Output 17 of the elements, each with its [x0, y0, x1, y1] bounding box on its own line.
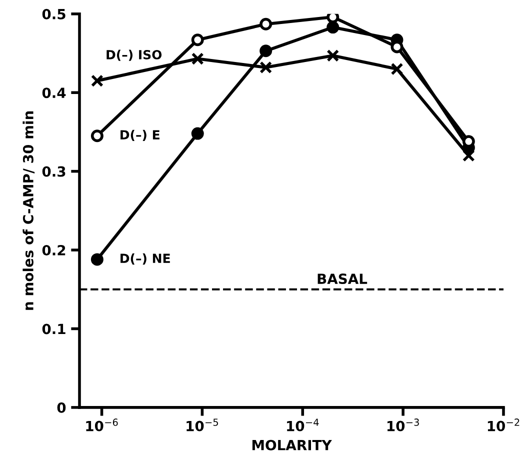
y-tick-label: 0.3 [42, 166, 66, 177]
x-axis-title: MOLARITY [252, 440, 332, 450]
y-tick-label: 0.4 [42, 88, 66, 98]
y-tick-label: 0 [57, 402, 66, 413]
x-tick-label: 10$^{−3}$ [387, 418, 419, 432]
ref-line-label: BASAL [318, 274, 368, 284]
series-label: D(–) NE [120, 253, 170, 265]
x-tick-label: 10$^{−4}$ [287, 418, 319, 432]
x-tick-label: 10$^{−5}$ [186, 418, 218, 432]
series-label: D(–) ISO [106, 50, 162, 61]
x-tick-label: 10$^{−2}$ [488, 418, 520, 432]
x-tick-label: 10$^{−6}$ [86, 418, 118, 432]
y-tick-label: 0.2 [42, 244, 66, 256]
y-axis-title: n moles of C-AMP/ 30 min [22, 111, 35, 310]
y-tick-label: 0.5 [42, 8, 66, 20]
y-tick-label: 0.1 [42, 324, 66, 334]
series-label: D(–) E [120, 130, 160, 141]
